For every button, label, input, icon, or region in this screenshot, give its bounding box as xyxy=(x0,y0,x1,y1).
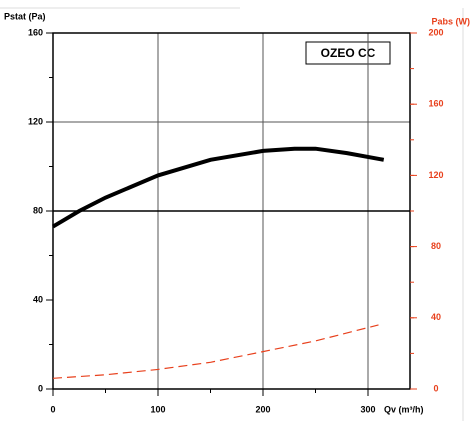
y2-tick-label: 200 xyxy=(428,27,443,37)
x-tick-label: 0 xyxy=(50,404,55,414)
y-tick-label: 80 xyxy=(33,205,43,215)
chart-title: OZEO CC xyxy=(321,46,376,60)
y2-tick-label: 40 xyxy=(431,312,441,322)
x-tick-label: 100 xyxy=(150,404,165,414)
y-tick-label: 160 xyxy=(28,27,43,37)
y-tick-label: 120 xyxy=(28,116,43,126)
x-axis-label: Qv (m³/h) xyxy=(384,404,424,414)
y2-tick-label: 160 xyxy=(428,99,443,109)
series-line xyxy=(51,146,385,229)
x-tick-label: 300 xyxy=(360,404,375,414)
y-axis-label: Pstat (Pa) xyxy=(4,11,46,21)
y2-tick-label: 80 xyxy=(431,241,441,251)
x-tick-label: 200 xyxy=(255,404,270,414)
y2-tick-label: 0 xyxy=(433,383,438,393)
y-tick-label: 0 xyxy=(38,383,43,393)
title-box xyxy=(305,41,391,65)
series-line xyxy=(52,324,379,379)
y-tick-label: 40 xyxy=(33,294,43,304)
y2-tick-label: 120 xyxy=(428,170,443,180)
y2-axis-label: Pabs (W) xyxy=(431,16,470,26)
